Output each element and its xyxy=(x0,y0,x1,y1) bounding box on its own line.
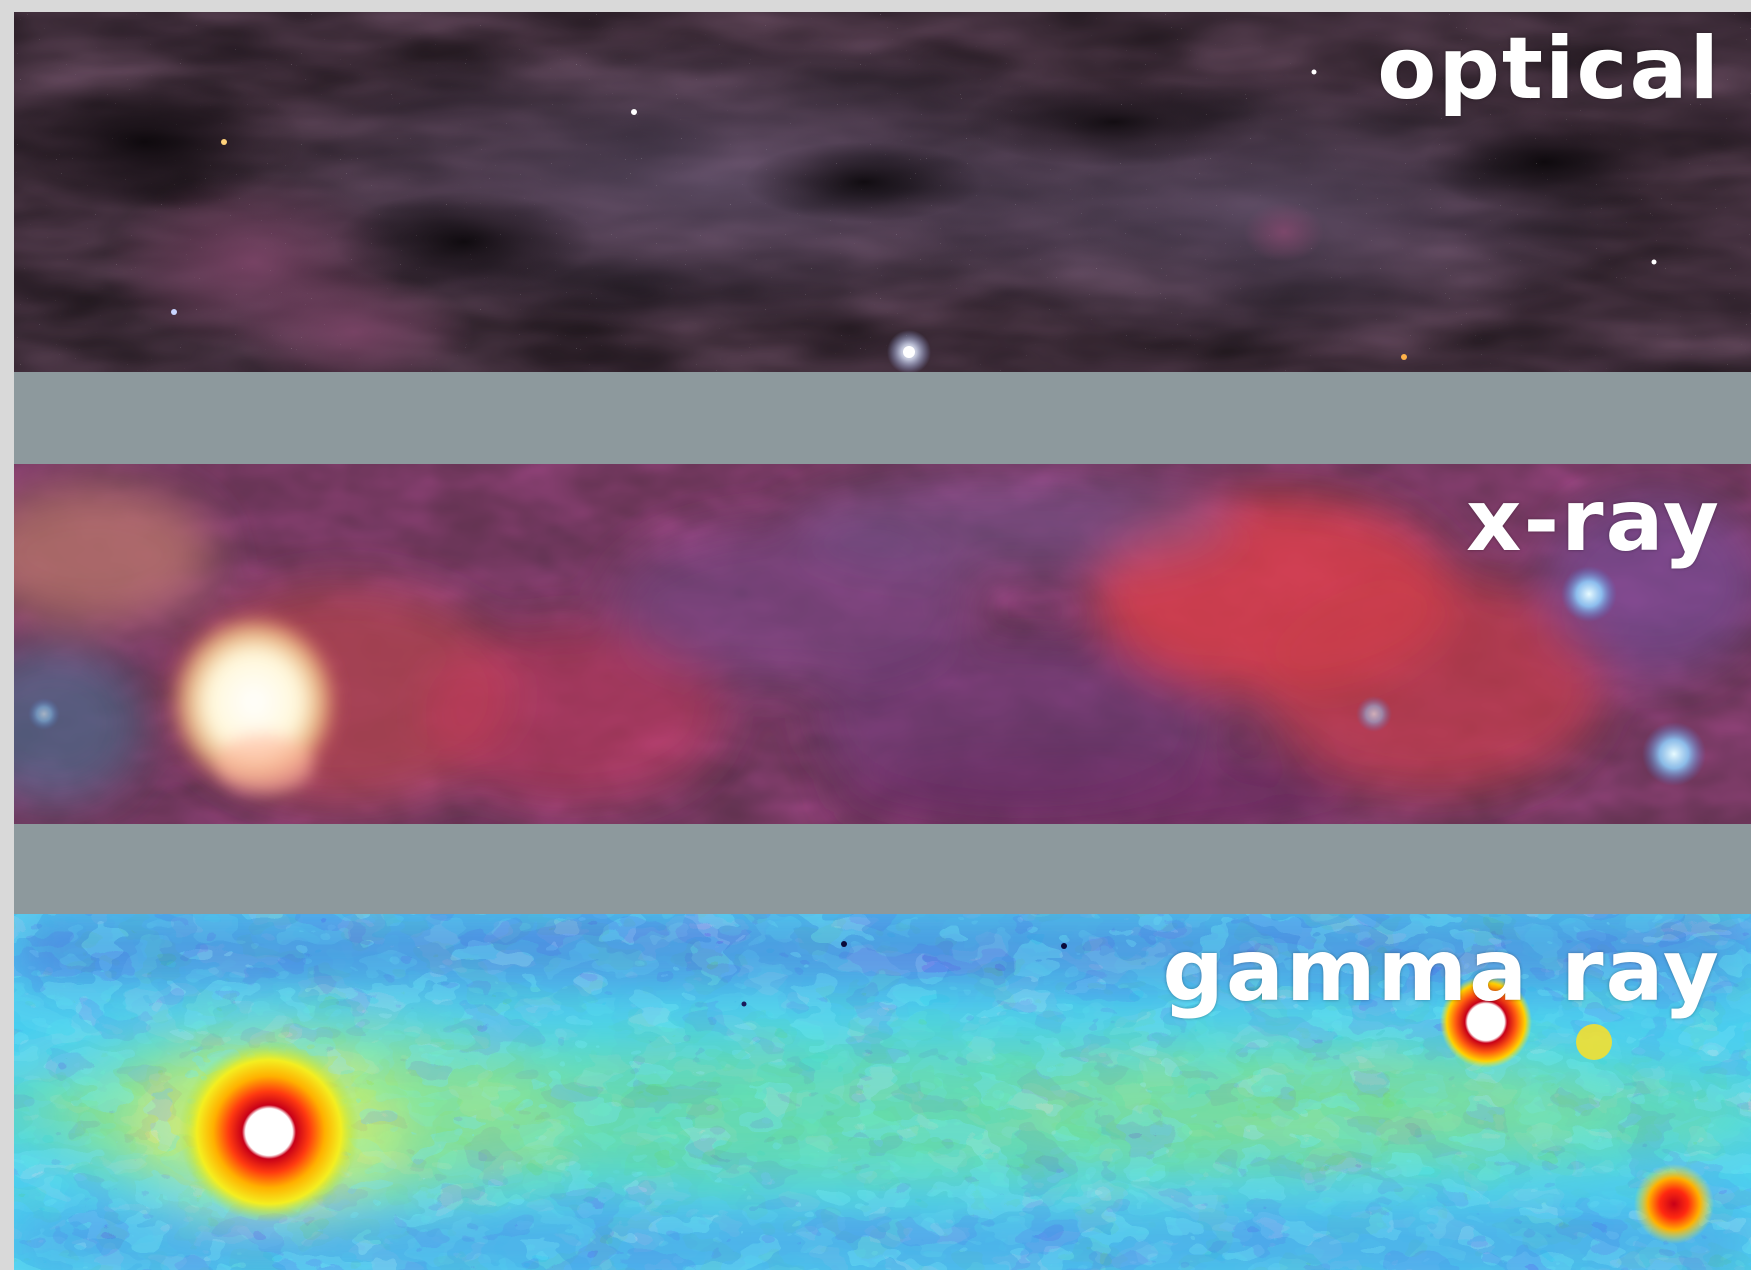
xray-sky-image xyxy=(14,464,1751,824)
gamma-ray-label: gamma ray xyxy=(1162,921,1721,1021)
optical-panel: optical xyxy=(14,12,1751,372)
xray-panel: x-ray xyxy=(14,464,1751,824)
gamma-ray-panel: gamma ray xyxy=(14,914,1751,1270)
gamma-ray-sky-image xyxy=(14,914,1751,1270)
xray-label: x-ray xyxy=(1465,471,1721,571)
optical-sky-image xyxy=(14,12,1751,372)
gamma-source-lower-right xyxy=(1634,1164,1714,1244)
gamma-source-upper-right xyxy=(1440,976,1532,1068)
optical-label: optical xyxy=(1377,19,1721,119)
multiwavelength-figure: optical xyxy=(14,12,1751,1270)
gamma-source-bright xyxy=(179,1042,359,1222)
